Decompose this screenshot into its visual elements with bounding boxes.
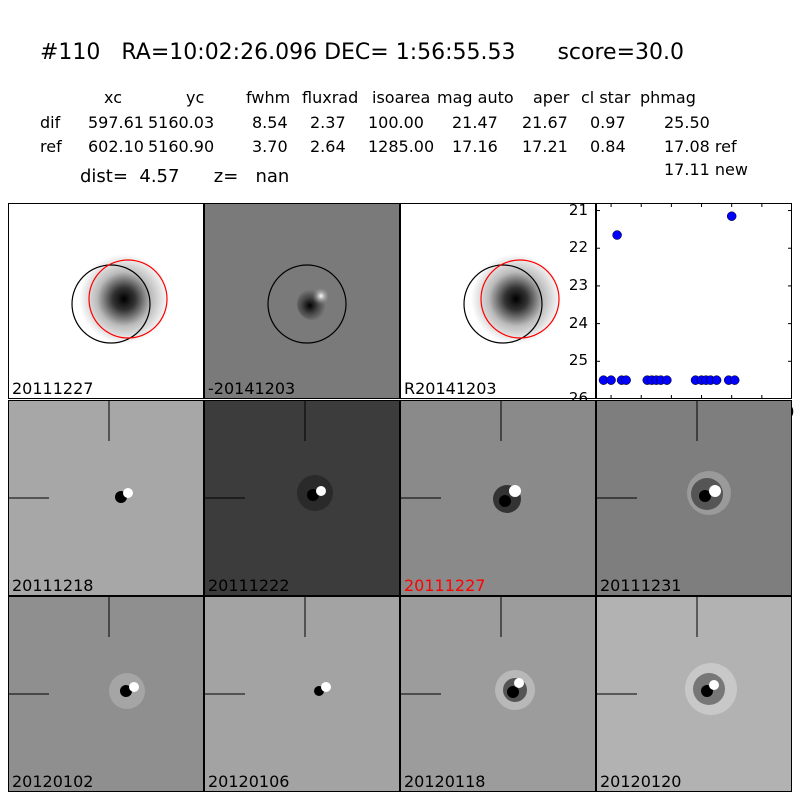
column-header: isoarea [372,88,431,107]
panel-epoch[interactable]: 20111227 [400,400,596,596]
data-point [606,375,616,385]
column-header: xc [104,88,122,107]
ref-circle [71,264,151,344]
epoch-stamp [205,401,333,511]
epoch-stamp [401,401,521,513]
table-cell: 17.16 [452,137,498,156]
table-cell: 17.21 [522,137,568,156]
panel-new-image[interactable]: 20111227 [8,203,204,399]
panel-label: R20141203 [404,379,497,398]
panel-label: 20111227 [404,576,486,595]
panel-epoch[interactable]: 20120102 [8,596,204,792]
panel-label: -20141203 [208,379,296,398]
table-cell: 2.37 [310,113,346,132]
table-cell: 0.97 [590,113,626,132]
data-point [621,375,631,385]
plot-frame [596,203,792,399]
panel-label: 20120102 [12,772,94,791]
light-curve-svg [596,203,793,400]
panel-ref-image[interactable]: R20141203 [400,203,596,399]
phmag-new: 17.11 new [664,160,748,179]
new-image-stamp [71,254,169,344]
row-label: dif [40,113,61,132]
epoch-stamp [597,401,731,515]
column-header: aper [533,88,570,107]
light-curve-plot [596,203,793,400]
panel-label: 20120118 [404,772,486,791]
y-tick-label: 22 [568,238,588,257]
table-cell: 602.10 [88,137,144,156]
table-cell: 2.64 [310,137,346,156]
epoch-stamp [205,597,331,696]
data-point [662,375,672,385]
panel-epoch[interactable]: 20111231 [596,400,792,596]
y-tick-label: 25 [568,351,588,370]
panel-epoch[interactable]: 20120118 [400,596,596,792]
table-cell: 5160.90 [148,137,215,156]
table-cell: 1285.00 [368,137,435,156]
column-header: fluxrad [302,88,359,107]
table-cell: 0.84 [590,137,626,156]
row-label: ref [40,137,62,156]
panel-epoch[interactable]: 20111222 [204,400,400,596]
panel-epoch[interactable]: 20111218 [8,400,204,596]
panel-label: 20111218 [12,576,94,595]
dist-line: dist= 4.57 z= nan [80,166,290,187]
table-cell: 25.50 [664,113,710,132]
table-cell: 5160.03 [148,113,215,132]
epoch-stamp [401,597,535,710]
panel-label: 20120120 [600,772,682,791]
panel-epoch[interactable]: 20120120 [596,596,792,792]
page-title: #110 RA=10:02:26.096 DEC= 1:56:55.53 sco… [40,40,684,65]
column-header: cl star [581,88,631,107]
data-point [711,375,722,385]
ref-image-stamp [463,254,561,344]
table-cell: 21.67 [522,113,568,132]
table-cell: 8.54 [252,113,288,132]
table-cell: 21.47 [452,113,498,132]
table-cell: 597.61 [88,113,144,132]
panel-label: 20111231 [600,576,682,595]
panel-label: 20111227 [12,379,94,398]
epoch-stamp [9,597,145,709]
table-cell: 3.70 [252,137,288,156]
panel-diff-image[interactable]: -20141203 [204,203,400,399]
table-cell: 17.08 ref [664,137,737,156]
panel-label: 20111222 [208,576,290,595]
column-header: mag auto [437,88,514,107]
column-header: phmag [640,88,696,107]
y-tick-label: 23 [568,275,588,294]
table-cell: 100.00 [368,113,424,132]
data-point [729,375,740,385]
y-tick-label: 24 [568,313,588,332]
panel-label: 20120106 [208,772,290,791]
new-circle [88,259,168,339]
panel-epoch[interactable]: 20120106 [204,596,400,792]
y-tick-label: 21 [568,200,588,219]
data-point [612,230,622,240]
diff-image-stamp [267,264,347,344]
data-point [726,211,737,221]
column-header: yc [186,88,205,107]
epoch-stamp [597,597,737,715]
epoch-stamp [9,401,133,503]
column-header: fwhm [246,88,291,107]
